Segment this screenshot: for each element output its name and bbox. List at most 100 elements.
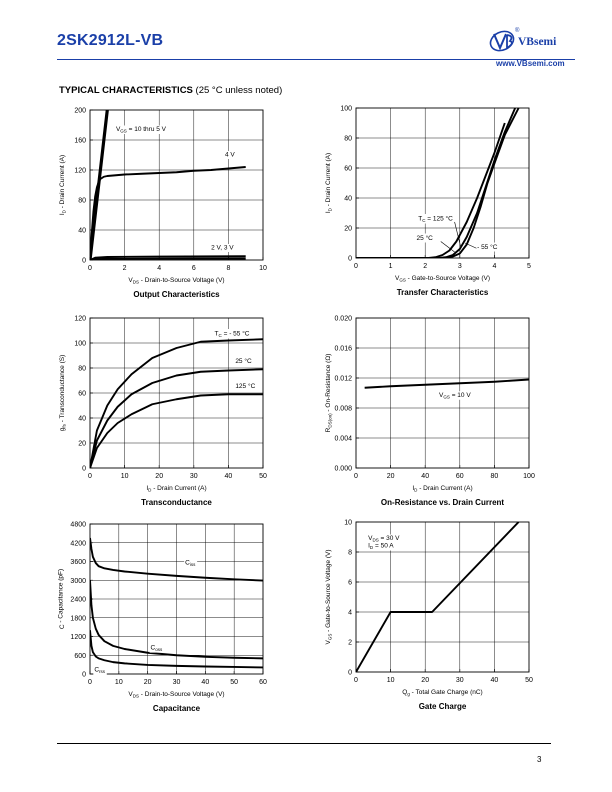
series-line-capacitance-1 (90, 580, 263, 660)
x-tick-label: 2 (423, 263, 427, 270)
series-annotation-part: 2 V, 3 V (211, 245, 234, 252)
y-axis-label-part: GS (328, 634, 333, 641)
y-tick-label: 120 (74, 168, 86, 175)
y-tick-label: 80 (78, 198, 86, 205)
chart-title: Transconductance (141, 498, 212, 507)
transconductance-chart: 0 10 20 30 40 50 0 20 40 60 80 100 120 ID - Drain Cur… (59, 316, 267, 508)
series-annotation-part: 25 °C (235, 357, 252, 365)
series-annotation-part: I (368, 543, 370, 550)
y-tick-label: 4200 (70, 540, 86, 547)
series-annotation: VGS = 10 thru 5 V (116, 126, 167, 134)
y-axis-label: ID - Drain Current (A) (325, 153, 333, 213)
series-annotation: Ciss (185, 560, 196, 568)
annotation-backdrop (234, 381, 257, 391)
x-tick-label: 10 (121, 473, 129, 480)
x-tick-label: 60 (456, 473, 464, 480)
x-axis-label: ID - Drain Current (A) (146, 485, 206, 493)
chart-title: Gate Charge (419, 702, 467, 711)
annotation-backdrop (149, 644, 165, 653)
series-line-output-1 (90, 166, 246, 260)
series-annotation-part: rss (99, 669, 106, 674)
series-annotation: TC = 125 °C (418, 215, 453, 224)
x-tick-label: 60 (259, 679, 267, 686)
series-annotation-part: V (439, 392, 444, 399)
y-tick-label: 0.000 (334, 466, 352, 473)
y-tick-label: 0 (348, 256, 352, 263)
x-tick-label: 4 (157, 265, 161, 272)
series-annotation-part: = 50 A (373, 543, 394, 550)
series-annotation-part: iss (190, 562, 196, 567)
series-line-transconductance-1 (90, 368, 263, 468)
y-axis-label-part: D (62, 209, 67, 213)
x-tick-label: 10 (387, 677, 395, 684)
series-annotation: 4 V (225, 152, 235, 159)
x-tick-label: 0 (354, 263, 358, 270)
plot-frame (355, 521, 530, 673)
y-tick-label: 10 (344, 520, 352, 527)
x-tick-label: 0 (354, 677, 358, 684)
gate-charge-chart: 0 10 20 30 40 50 0 2 4 6 8 10 Qg - Total Gate Charge… (325, 520, 533, 712)
y-tick-label: 0 (82, 258, 86, 265)
series-annotation: Coss (151, 645, 163, 653)
x-tick-label: 20 (387, 473, 395, 480)
annotation-leader (464, 242, 477, 249)
series-line-transfer-2 (356, 108, 520, 258)
annotation-backdrop (415, 233, 435, 243)
y-tick-label: 20 (344, 226, 352, 233)
series-annotation-part: T (215, 331, 219, 338)
annotation-backdrop (234, 356, 253, 366)
chart-title: On-Resistance vs. Drain Current (381, 498, 504, 507)
x-tick-label: 4 (492, 263, 496, 270)
x-axis-label-part: - Drain-to-Source Voltage (V) (139, 691, 225, 698)
header-rule (57, 59, 575, 60)
y-tick-label: 2 (348, 640, 352, 647)
x-tick-label: 8 (226, 265, 230, 272)
y-tick-label: 600 (74, 653, 86, 660)
x-tick-label: 30 (190, 473, 198, 480)
x-axis-label-part: DS (133, 280, 139, 285)
y-tick-label: 60 (344, 166, 352, 173)
x-axis-label-part: - Total Gate Charge (nC) (410, 689, 483, 696)
y-axis-label-part: - Drain Current (A) (59, 155, 66, 210)
y-axis-label-part: I (325, 211, 332, 213)
x-axis-label-part: GS (399, 278, 406, 283)
page-number: 3 (537, 755, 542, 764)
x-axis-label-part: g (407, 692, 410, 697)
series-line-on_resistance-0 (364, 378, 529, 389)
x-tick-label: 1 (389, 263, 393, 270)
y-axis-label-part: DS(on) (328, 413, 333, 428)
x-axis-label-part: DS (133, 694, 139, 699)
y-tick-label: 100 (340, 106, 352, 113)
x-tick-label: 2 (123, 265, 127, 272)
x-axis-label-part: V (128, 691, 133, 698)
series-annotation-part: = 10 thru 5 V (127, 126, 167, 133)
plot-frame (355, 317, 530, 469)
annotation-leader (454, 221, 461, 247)
y-axis-label-part: fs (62, 423, 67, 427)
y-tick-label: 1800 (70, 615, 86, 622)
y-tick-label: 80 (78, 366, 86, 373)
y-tick-label: 0.004 (334, 436, 352, 443)
brand-url: www.VBsemi.com (496, 59, 565, 68)
series-annotation-part: C (94, 667, 99, 674)
y-axis-label: C - Capacitance (pF) (58, 569, 67, 629)
section-title-rest: (25 °C unless noted) (192, 85, 283, 96)
x-tick-label: 40 (421, 473, 429, 480)
y-tick-label: 0.020 (334, 316, 352, 323)
series-annotation-part: V (368, 535, 373, 542)
series-annotation: 2 V, 3 V (211, 245, 234, 252)
series-annotation-part: DS (372, 538, 378, 543)
y-tick-label: 40 (344, 196, 352, 203)
annotation-backdrop (184, 559, 198, 568)
series-annotation: 125 °C (235, 382, 255, 390)
capacitance-chart: 0 10 20 30 40 50 60060012001800240030003600420… (58, 522, 267, 714)
series-annotation: 25 °C (235, 357, 252, 365)
y-tick-label: 3000 (70, 578, 86, 585)
series-annotation-part: V (116, 126, 121, 133)
logo-letter-b (506, 34, 513, 49)
chart-title: Output Characteristics (133, 290, 220, 299)
annotation-backdrop (213, 329, 251, 339)
series-annotation-part: = 10 V (450, 392, 471, 399)
x-axis-label-part: Q (402, 689, 407, 696)
series-annotation-part: = 125 °C (426, 215, 454, 223)
